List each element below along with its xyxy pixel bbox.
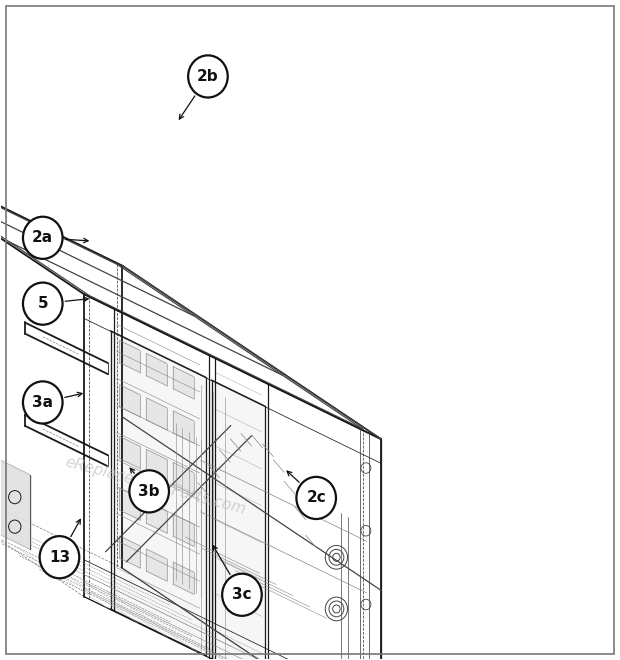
- Polygon shape: [146, 549, 167, 581]
- Polygon shape: [0, 461, 30, 548]
- Polygon shape: [173, 463, 193, 494]
- Text: 2a: 2a: [32, 230, 53, 246]
- Circle shape: [188, 55, 228, 98]
- Text: 2b: 2b: [197, 69, 219, 84]
- Polygon shape: [120, 488, 140, 520]
- Polygon shape: [173, 366, 193, 399]
- Text: 2c: 2c: [306, 490, 326, 506]
- Circle shape: [296, 477, 336, 519]
- Text: eReplacementParts.com: eReplacementParts.com: [64, 454, 248, 517]
- Circle shape: [40, 536, 79, 578]
- Polygon shape: [146, 501, 167, 533]
- Polygon shape: [173, 514, 193, 546]
- Polygon shape: [173, 411, 193, 443]
- Text: 3a: 3a: [32, 395, 53, 410]
- Circle shape: [23, 282, 63, 325]
- Text: 5: 5: [37, 296, 48, 311]
- Text: 3c: 3c: [232, 587, 252, 603]
- Polygon shape: [146, 354, 167, 385]
- Text: 13: 13: [49, 550, 70, 565]
- Polygon shape: [173, 562, 193, 594]
- Polygon shape: [120, 385, 140, 417]
- Polygon shape: [120, 536, 140, 568]
- Text: 3b: 3b: [138, 484, 160, 499]
- Polygon shape: [211, 380, 265, 660]
- Polygon shape: [110, 331, 206, 655]
- Polygon shape: [146, 449, 167, 482]
- Circle shape: [23, 216, 63, 259]
- Polygon shape: [120, 436, 140, 469]
- Polygon shape: [146, 398, 167, 430]
- Polygon shape: [120, 341, 140, 373]
- Circle shape: [23, 381, 63, 424]
- Circle shape: [130, 471, 169, 512]
- Circle shape: [222, 574, 262, 616]
